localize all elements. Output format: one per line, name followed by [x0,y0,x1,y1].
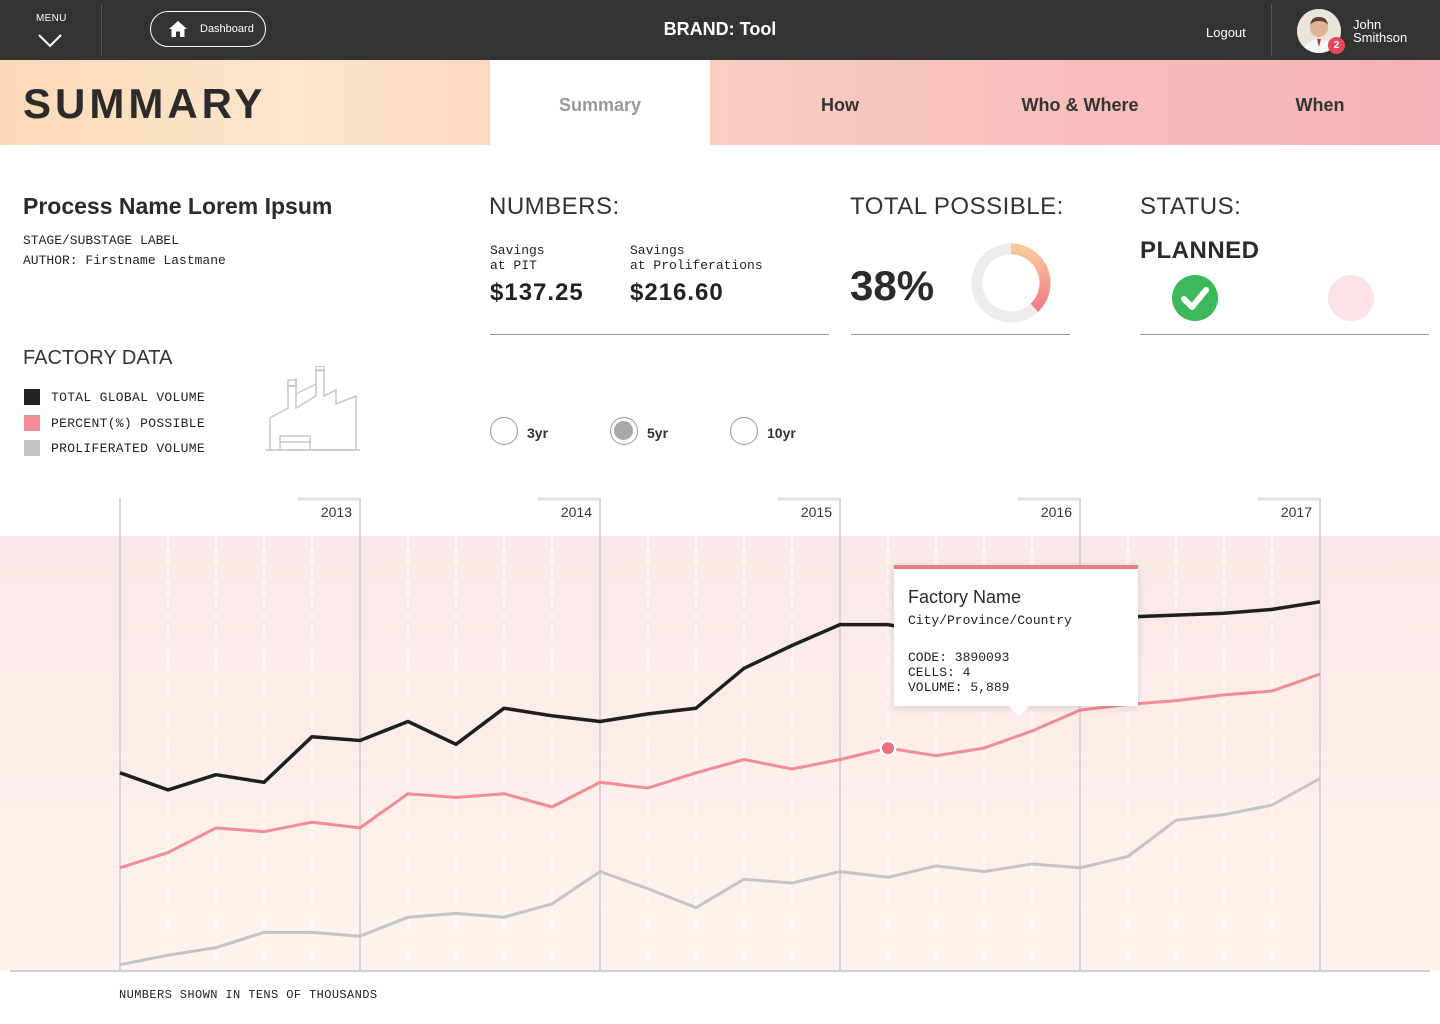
tooltip-location: City/Province/Country [908,613,1072,628]
x-tick-label: 2014 [561,504,592,520]
process-name: Process Name Lorem Ipsum [23,193,333,219]
donut-arc [1010,243,1051,312]
divider [851,334,1070,335]
legend-label-proliferated: PROLIFERATED VOLUME [51,441,205,456]
numbers-heading: NUMBERS: [489,193,620,220]
x-tick-label: 2016 [1041,504,1072,520]
tab-how[interactable]: How [821,95,859,115]
legend-label-percent: PERCENT(%) POSSIBLE [51,416,205,431]
tooltip-volume: VOLUME: 5,889 [908,680,1010,695]
menu-label: MENU [36,13,67,24]
total-possible-heading: TOTAL POSSIBLE: [850,193,1064,220]
author-label: AUTHOR: Firstname Lastmane [23,253,226,268]
donut-chart [971,243,1051,323]
savings-proliferation-value: $216.60 [630,279,724,306]
dashboard-label: Dashboard [200,23,254,35]
tab-who-where[interactable]: Who & Where [1021,95,1139,115]
savings-pit-value: $137.25 [490,279,584,306]
divider [1271,4,1272,56]
user-first-name: John [1353,17,1382,32]
divider [101,4,102,56]
line-chart: 2013 2014 2015 2016 2017 [0,497,1440,972]
total-possible-value: 38% [850,262,935,309]
highlight-point [882,742,894,755]
notification-badge: 2 [1328,37,1345,54]
legend-label-total: TOTAL GLOBAL VOLUME [51,390,205,405]
tooltip-pointer [1008,705,1030,717]
brand-title: BRAND: Tool [663,19,777,39]
factory-tooltip: Factory Name City/Province/Country CODE:… [894,565,1138,706]
dashboard-button[interactable]: Dashboard [150,11,266,47]
legend-swatch-total [24,389,40,405]
range-3yr-label[interactable]: 3yr [527,425,549,441]
page-title: SUMMARY [23,80,267,127]
range-5yr-radio[interactable] [610,417,638,445]
tab-when[interactable]: When [1295,95,1345,115]
menu-button[interactable]: MENU [0,0,101,60]
divider [490,334,829,335]
factory-data-heading: FACTORY DATA [23,347,173,369]
user-last-name: Smithson [1353,30,1408,45]
series-line-proliferated-volume [119,777,1321,967]
status-value: PLANNED [1140,237,1260,264]
tooltip-cells: CELLS: 4 [908,665,971,680]
x-tick-label: 2017 [1281,504,1312,520]
chart-background [0,536,1440,971]
legend-swatch-proliferated [24,440,40,456]
tooltip-code: CODE: 3890093 [908,650,1010,665]
range-10yr-label[interactable]: 10yr [767,425,796,441]
stage-label: STAGE/SUBSTAGE LABEL [23,233,180,248]
tab-summary[interactable]: Summary [490,60,710,145]
logout-link[interactable]: Logout [1206,25,1246,40]
legend-swatch-percent [24,415,40,431]
divider [1140,334,1429,335]
chart-footnote: NUMBERS SHOWN IN TENS OF THOUSANDS [119,988,378,1002]
x-tick-label: 2013 [321,504,352,520]
empty-circle-icon [1328,275,1374,321]
check-circle-icon [1172,275,1218,321]
savings-proliferation-label: Savings at Proliferations [630,243,763,273]
range-10yr-radio[interactable] [730,417,758,445]
range-5yr-label[interactable]: 5yr [647,425,669,441]
x-tick-label: 2015 [801,504,832,520]
home-icon [169,21,187,37]
title-band [0,60,490,145]
chevron-down-icon [38,34,62,48]
factory-icon [266,366,360,451]
tooltip-factory-name: Factory Name [908,587,1022,607]
status-heading: STATUS: [1140,193,1242,220]
savings-pit-label: Savings at PIT [490,243,545,273]
range-3yr-radio[interactable] [490,417,518,445]
top-bar: MENU Dashboard BRAND: Tool Logout 2 John… [0,0,1440,60]
